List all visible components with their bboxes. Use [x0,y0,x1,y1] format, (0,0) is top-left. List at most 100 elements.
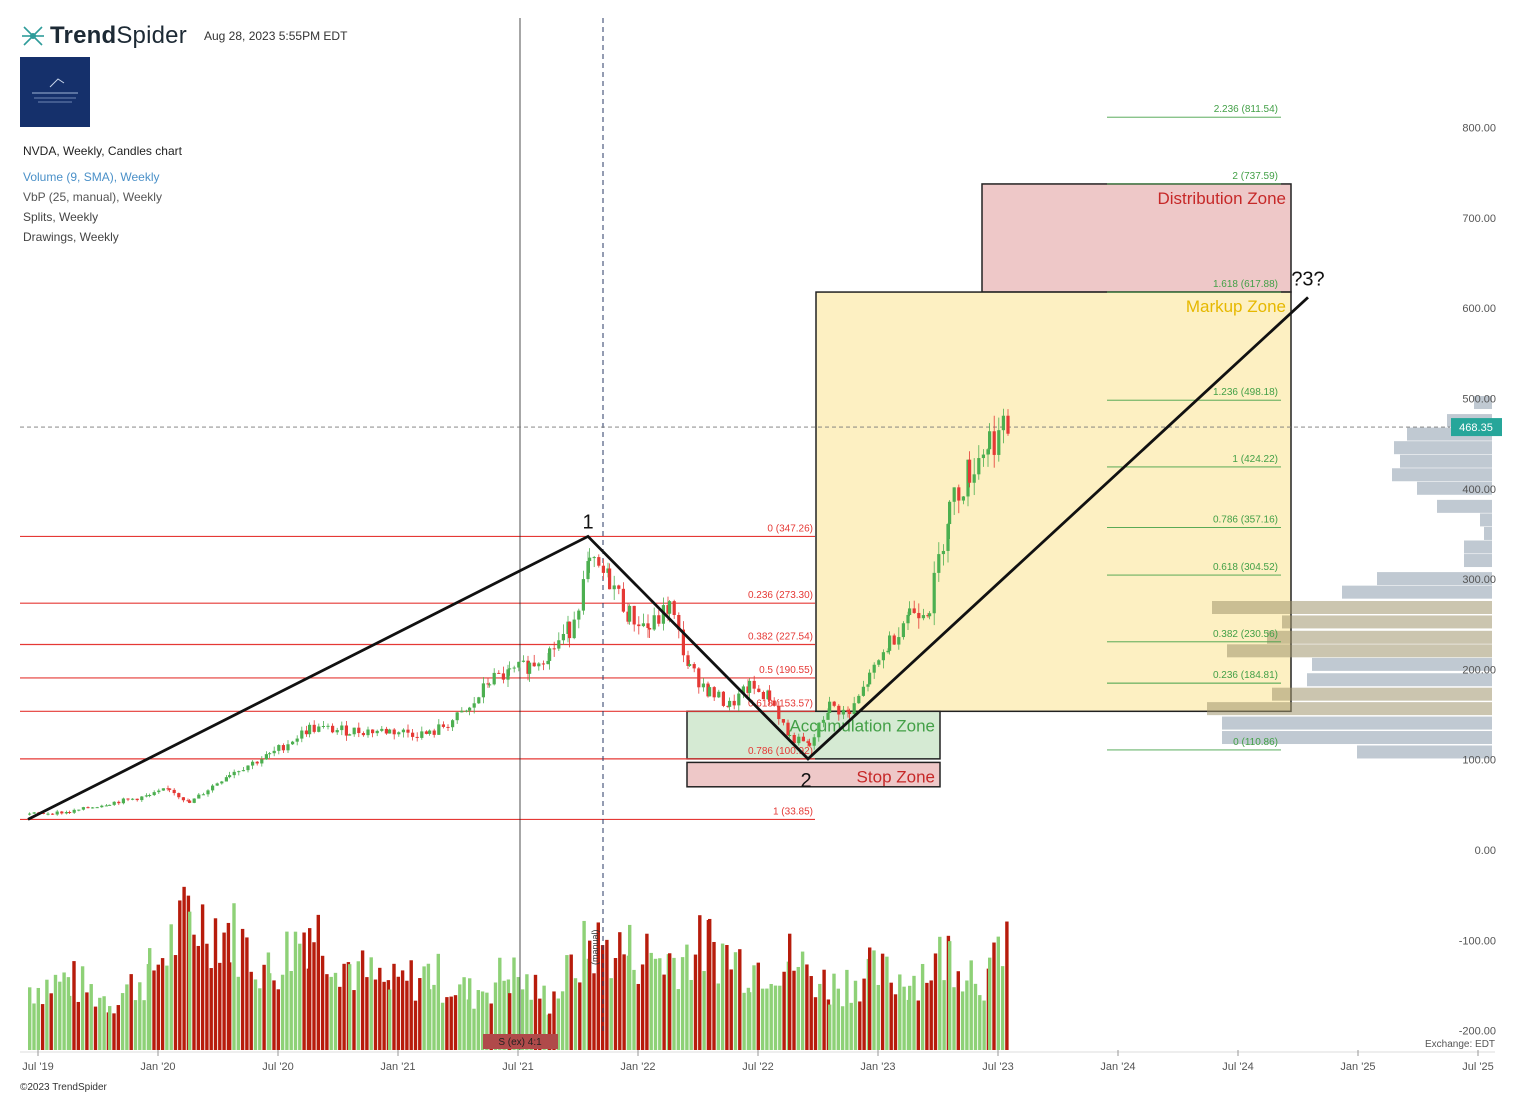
volume-bar [942,980,946,1050]
candle-body [472,703,476,708]
candle-body [621,588,625,612]
vbp-bar [1272,687,1492,701]
volume-bar [316,914,320,1050]
volume-bar [133,1000,138,1050]
candle-body [446,726,450,728]
candle-body [188,800,192,803]
volume-bar [653,958,658,1050]
candle [712,686,716,701]
candle-body [366,729,370,736]
candle [371,729,375,738]
candle-body [892,635,896,645]
wave-label-3: ?3? [1291,268,1324,290]
volume-bar [192,934,196,1050]
vbp-manual-label: (manual) [590,929,600,965]
candle [688,659,692,668]
candle [748,678,752,699]
candle-body [808,742,812,746]
volume-bar [458,984,462,1050]
candle-body [517,661,521,668]
candle-body [521,660,525,662]
candle-body [952,487,956,502]
price-axis-label: 300.00 [1462,574,1496,586]
volume-bar [45,979,49,1050]
candle-body [732,700,736,706]
candle [997,417,1001,462]
candle-body [392,729,396,735]
candle [348,733,352,736]
volume-bar [276,989,280,1050]
candle-body [117,801,121,804]
legend-splits[interactable]: Splits, Weekly [23,210,99,224]
volume-bar [596,922,600,1050]
candle [921,608,925,621]
volume-bar [632,969,636,1050]
volume-bar [293,931,298,1050]
volume-bar [432,984,436,1050]
candle-body [577,610,581,620]
legend-drawings[interactable]: Drawings, Weekly [23,230,119,244]
candle-body [121,798,125,804]
vbp-bar [1312,657,1492,671]
candle [621,582,625,613]
candle [206,789,210,797]
candle [331,723,335,734]
candle-body [135,798,139,801]
candle-body [352,727,356,735]
candle [717,689,721,699]
candle-body [460,710,464,713]
volume-bar [272,980,276,1050]
volume-bar [80,966,85,1050]
candle [912,600,916,614]
candle-body [612,585,616,590]
candle-body [481,683,485,698]
candle-body [628,605,632,622]
fib-retrace-label: 0.382 (227.54) [748,632,813,643]
volume-bar [613,958,618,1050]
candle [832,700,836,708]
candle-body [220,781,224,784]
candle-body [932,572,936,614]
candle [172,788,176,796]
candle [772,697,776,707]
candle-body [268,753,272,755]
candle [228,771,232,779]
vbp-bar [1417,481,1492,495]
fib-retrace-label: 0.5 (190.55) [759,665,813,676]
candle-body [492,672,496,685]
volume-bar [400,970,405,1050]
candle [468,706,472,716]
volume-bar [853,980,858,1050]
volume-bar [609,978,613,1050]
volume-bar [912,975,916,1050]
volume-bar [369,957,373,1050]
candle-body [586,561,590,580]
legend-main[interactable]: NVDA, Weekly, Candles chart [23,144,182,158]
volume-bar [218,962,222,1050]
candle-body [468,707,472,711]
candle [557,632,561,651]
candle-body [317,726,321,732]
candle [868,669,872,685]
candle [497,670,501,674]
legend-vbp[interactable]: VbP (25, manual), Weekly [23,190,162,204]
candle [737,688,741,712]
volume-bar [112,1013,116,1050]
vbp-bar [1437,499,1492,513]
candle-body [546,660,550,665]
volume-bar [840,1006,845,1050]
current-price-tag [1451,418,1502,437]
candle-body [1006,415,1010,434]
candle [168,788,172,793]
fib-ext-label: 0.786 (357.16) [1213,514,1278,525]
candle-body [64,812,68,814]
candle [757,685,761,693]
volume-bar [578,982,582,1050]
candle-body [881,652,885,661]
candle [637,616,641,635]
candle-body [291,741,295,745]
candle-body [401,729,405,733]
legend-volume[interactable]: Volume (9, SMA), Weekly [23,170,160,184]
candle-body [464,710,468,712]
